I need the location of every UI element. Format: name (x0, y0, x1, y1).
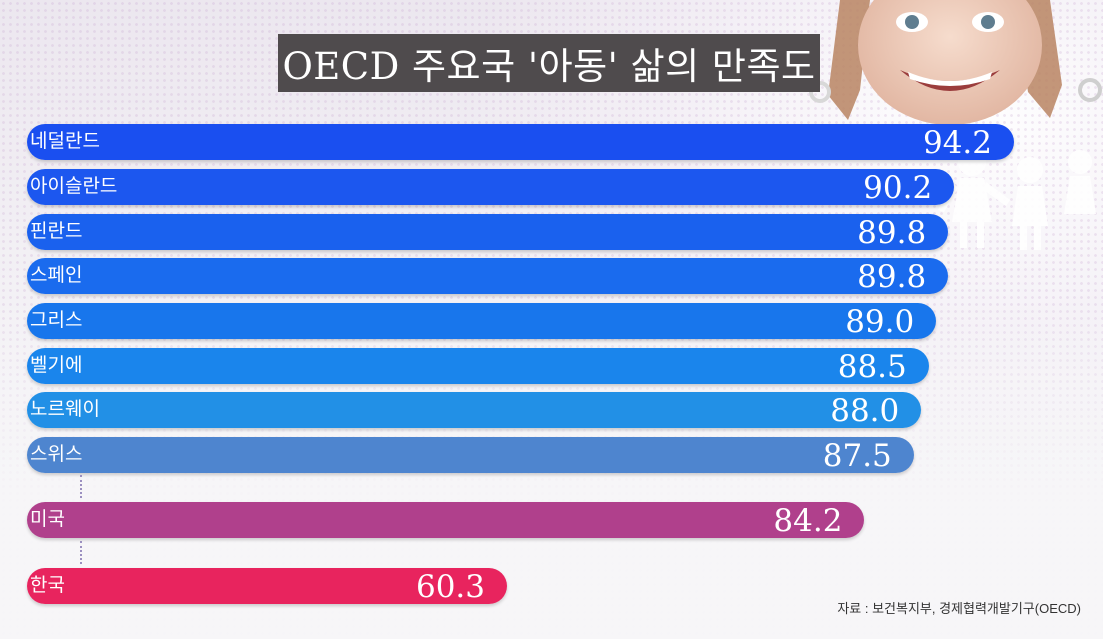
bar-2: 아이슬란드 90.2 (27, 169, 955, 206)
bar-value-label: 90.2 (863, 170, 933, 206)
bar-category-label: 네덜란드 (30, 131, 100, 152)
bar-category-label: 스위스 (30, 444, 83, 465)
bar-category-label: 벨기에 (30, 355, 83, 376)
bar-9: 미국 84.2 (27, 502, 865, 539)
bar-value-label: 89.8 (857, 259, 927, 295)
chart-title-box: OECD 주요국 '아동' 삶의 만족도 (278, 34, 820, 92)
bar-5: 그리스 89.0 (27, 303, 937, 340)
child-photo (809, 0, 1102, 125)
bar-value-label: 89.8 (857, 215, 927, 251)
bar-category-label: 스페인 (30, 265, 83, 286)
bar-category-label: 핀란드 (30, 221, 83, 242)
bar-category-label: 그리스 (30, 310, 83, 331)
bar-value-label: 87.5 (822, 438, 892, 474)
bar-10: 한국 60.3 (27, 568, 507, 605)
bar-category-label: 노르웨이 (30, 399, 100, 420)
gap-indicator-1 (80, 475, 84, 498)
bar-value-label: 60.3 (415, 569, 485, 605)
gap-indicator-2 (80, 541, 84, 564)
bar-value-label: 94.2 (922, 125, 992, 161)
source-note: 자료 : 보건복지부, 경제협력개발기구(OECD) (837, 601, 1081, 616)
chart-title: OECD 주요국 '아동' 삶의 만족도 (282, 45, 816, 88)
bar-4: 스페인 89.8 (27, 258, 949, 295)
bar-category-label: 아이슬란드 (30, 176, 118, 197)
bar-value-label: 88.5 (837, 349, 907, 385)
bar-3: 핀란드 89.8 (27, 214, 949, 251)
bar-value-label: 88.0 (830, 393, 900, 429)
bar-value-label: 84.2 (773, 503, 843, 539)
bar-7: 노르웨이 88.0 (27, 392, 922, 429)
bar-category-label: 미국 (30, 509, 65, 530)
bar-6: 벨기에 88.5 (27, 348, 929, 385)
bar-value-label: 89.0 (845, 304, 915, 340)
bar-8: 스위스 87.5 (27, 437, 914, 474)
bar-1: 네덜란드 94.2 (27, 124, 1014, 161)
bar-category-label: 한국 (30, 575, 65, 596)
